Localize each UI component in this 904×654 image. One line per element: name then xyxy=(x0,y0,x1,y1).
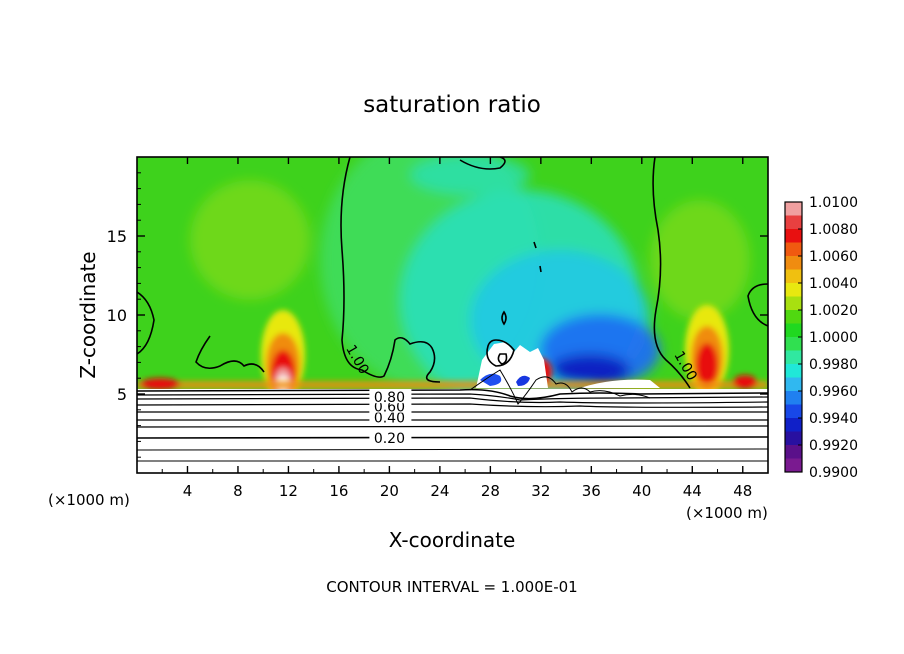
contour-interval-note: CONTOUR INTERVAL = 1.000E-01 xyxy=(326,578,577,596)
colorbar: 1.0100 1.0080 1.0060 1.0040 1.0020 1.0000 0.99… xyxy=(784,195,858,481)
colorbar-swatch xyxy=(785,337,802,351)
outflow-column xyxy=(476,342,660,388)
contour-label-bg xyxy=(369,409,412,424)
chart-title: saturation ratio xyxy=(363,92,541,118)
contour-label: 0.80 xyxy=(374,390,405,406)
contour-label: 0.60 xyxy=(374,400,405,416)
colorbar-swatch xyxy=(785,364,802,378)
lower-region xyxy=(137,389,768,473)
colorbar-label: 1.0020 xyxy=(809,303,858,319)
colorbar-swatch xyxy=(785,283,802,297)
colorbar-swatch xyxy=(785,296,802,311)
y-axis-label: Z-coordinate xyxy=(76,251,100,378)
x-unit-right: (×1000 m) xyxy=(686,504,768,522)
x-tick-label: 20 xyxy=(380,482,399,500)
plot-area xyxy=(137,157,768,473)
warm-plume-right xyxy=(685,305,729,389)
y-axis: 5 10 15 xyxy=(107,172,768,458)
colorbar-swatch xyxy=(785,391,802,405)
colorbar-swatch xyxy=(785,202,802,216)
contour-label-bg xyxy=(369,389,412,404)
colorbar-swatch xyxy=(785,242,802,257)
colorbar-swatch xyxy=(785,418,802,432)
colorbar-swatch xyxy=(785,229,802,243)
colorbar-swatch xyxy=(785,431,802,446)
x-axis: 4 8 12 16 20 24 28 32 36 40 44 48 xyxy=(161,157,752,500)
x-axis-label: X-coordinate xyxy=(389,528,516,552)
y-tick-label: 5 xyxy=(117,385,127,404)
colorbar-label: 1.0040 xyxy=(809,276,858,292)
x-tick-label: 8 xyxy=(233,482,243,500)
colorbar-label: 0.9980 xyxy=(809,357,858,373)
x-tick-label: 32 xyxy=(531,482,550,500)
colorbar-label: 0.9940 xyxy=(809,411,858,427)
contour-1-00 xyxy=(137,157,768,389)
colorbar-label: 1.0080 xyxy=(809,222,858,238)
colorbar-label: 0.9960 xyxy=(809,384,858,400)
y-tick-label: 10 xyxy=(107,306,127,325)
x-tick-label: 12 xyxy=(279,482,298,500)
colorbar-swatch xyxy=(785,377,802,392)
colorbar-swatch xyxy=(785,215,802,230)
x-tick-label: 44 xyxy=(683,482,702,500)
x-tick-label: 28 xyxy=(481,482,500,500)
colorbar-swatch xyxy=(785,350,802,365)
colorbar-label: 1.0000 xyxy=(809,330,858,346)
colorbar-swatch xyxy=(785,256,802,270)
y-tick-label: 15 xyxy=(107,227,127,246)
x-tick-label: 16 xyxy=(329,482,348,500)
contour-label: 0.40 xyxy=(374,411,405,427)
contour-labels: 0.200.400.600.801.00 1.00 xyxy=(342,342,700,447)
colorbar-label: 1.0060 xyxy=(809,249,858,265)
x-tick-label: 4 xyxy=(183,482,193,500)
colorbar-swatch xyxy=(785,310,802,324)
x-tick-label: 48 xyxy=(733,482,752,500)
colorbar-label: 0.9920 xyxy=(809,438,858,454)
colorbar-swatch xyxy=(785,458,802,473)
colorbar-swatch xyxy=(785,404,802,419)
contour-label: 0.20 xyxy=(374,431,405,447)
colorbar-label: 0.9900 xyxy=(809,465,858,481)
colorbar-swatch xyxy=(785,269,802,284)
x-tick-label: 40 xyxy=(632,482,651,500)
colorbar-swatch xyxy=(785,445,802,459)
field-shading xyxy=(190,157,750,389)
contour-label-bg xyxy=(369,430,412,445)
x-tick-label: 36 xyxy=(582,482,601,500)
x-tick-label: 24 xyxy=(430,482,449,500)
x-unit-left: (×1000 m) xyxy=(48,491,130,509)
colorbar-swatch xyxy=(785,323,802,338)
contour-lower xyxy=(137,369,768,462)
colorbar-label: 1.0100 xyxy=(809,195,858,211)
